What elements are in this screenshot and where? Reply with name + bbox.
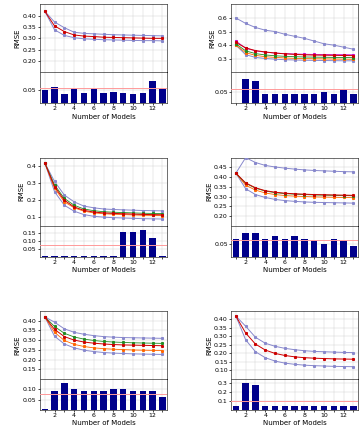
X-axis label: Number of Models: Number of Models xyxy=(263,113,327,119)
Bar xyxy=(51,86,58,103)
Bar xyxy=(291,95,298,103)
Bar xyxy=(71,89,77,103)
Bar xyxy=(100,391,107,410)
Bar xyxy=(140,93,146,103)
Bar xyxy=(51,391,58,410)
Bar xyxy=(321,92,327,103)
Bar xyxy=(311,95,317,103)
Bar xyxy=(301,95,308,103)
Bar xyxy=(71,389,77,410)
X-axis label: Number of Models: Number of Models xyxy=(72,267,135,273)
Bar xyxy=(282,406,288,410)
Bar xyxy=(120,93,126,103)
Bar xyxy=(252,233,258,256)
Bar xyxy=(272,406,278,410)
Bar xyxy=(321,406,327,410)
Bar xyxy=(120,232,126,256)
Bar xyxy=(301,406,308,410)
Bar xyxy=(311,406,317,410)
Bar xyxy=(140,391,146,410)
Bar xyxy=(331,238,337,256)
Bar xyxy=(272,95,278,103)
Bar xyxy=(130,391,136,410)
Bar xyxy=(311,241,317,256)
X-axis label: Number of Models: Number of Models xyxy=(263,420,327,426)
Bar xyxy=(262,95,269,103)
Bar xyxy=(252,81,258,103)
Bar xyxy=(130,94,136,103)
Bar xyxy=(42,90,48,103)
Y-axis label: RMSE: RMSE xyxy=(210,29,216,48)
Bar xyxy=(130,232,136,256)
Bar xyxy=(110,92,117,103)
Bar xyxy=(150,82,156,103)
Bar xyxy=(262,238,269,256)
Bar xyxy=(90,391,97,410)
Bar xyxy=(120,389,126,410)
Bar xyxy=(350,246,357,256)
Bar xyxy=(61,94,67,103)
X-axis label: Number of Models: Number of Models xyxy=(263,267,327,273)
Y-axis label: RMSE: RMSE xyxy=(15,335,21,355)
Bar xyxy=(150,238,156,256)
Bar xyxy=(350,95,357,103)
Bar xyxy=(42,409,48,410)
Bar xyxy=(140,230,146,256)
Bar xyxy=(291,406,298,410)
Y-axis label: RMSE: RMSE xyxy=(206,182,212,201)
Bar xyxy=(159,398,165,410)
Bar xyxy=(252,385,258,410)
Bar xyxy=(243,233,249,256)
Y-axis label: RMSE: RMSE xyxy=(206,335,212,355)
X-axis label: Number of Models: Number of Models xyxy=(72,420,135,426)
Bar xyxy=(233,238,239,256)
Bar xyxy=(350,406,357,410)
Bar xyxy=(282,95,288,103)
Bar xyxy=(341,90,347,103)
Bar xyxy=(331,95,337,103)
Bar xyxy=(150,391,156,410)
Bar xyxy=(321,244,327,256)
Bar xyxy=(243,79,249,103)
Bar xyxy=(100,93,107,103)
Bar xyxy=(243,383,249,410)
Bar xyxy=(159,89,165,103)
Bar xyxy=(81,391,87,410)
Bar xyxy=(341,406,347,410)
Bar xyxy=(301,238,308,256)
Bar xyxy=(90,89,97,103)
Bar xyxy=(331,406,337,410)
Bar xyxy=(61,383,67,410)
Y-axis label: RMSE: RMSE xyxy=(15,29,21,48)
Bar xyxy=(233,406,239,410)
Bar xyxy=(81,93,87,103)
Bar xyxy=(262,406,269,410)
Bar xyxy=(272,236,278,256)
Bar xyxy=(282,238,288,256)
Bar xyxy=(110,389,117,410)
Bar xyxy=(341,241,347,256)
X-axis label: Number of Models: Number of Models xyxy=(72,113,135,119)
Y-axis label: RMSE: RMSE xyxy=(19,182,25,201)
Bar xyxy=(291,236,298,256)
